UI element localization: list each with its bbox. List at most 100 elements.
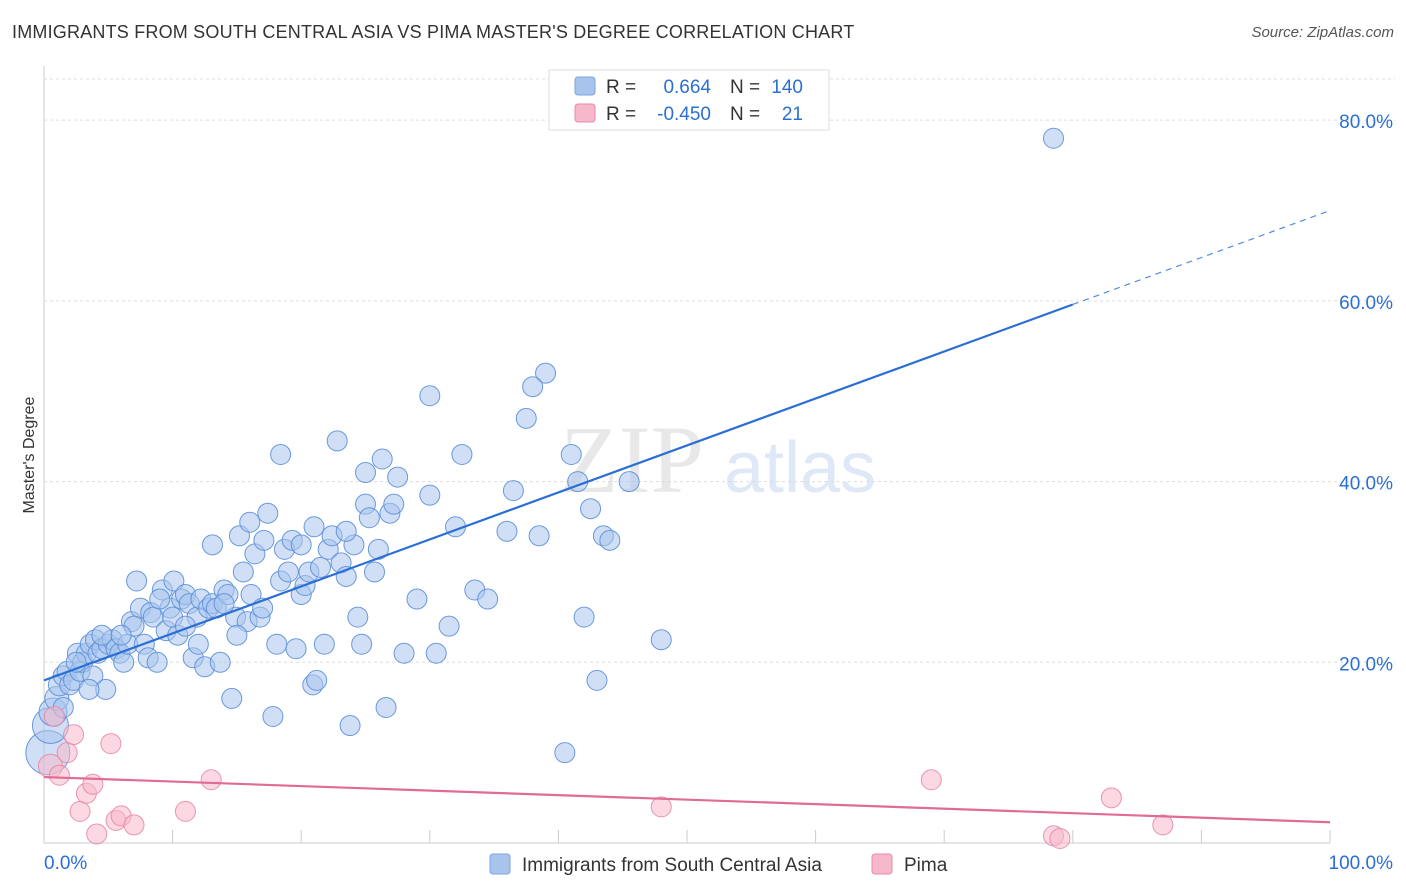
data-point-blue xyxy=(419,385,441,407)
data-point-blue xyxy=(277,561,299,583)
data-point-blue xyxy=(126,570,148,592)
legend-n-value: 21 xyxy=(782,104,803,125)
data-point-blue xyxy=(285,638,307,660)
series-legend-swatch-pink xyxy=(871,853,893,875)
data-point-blue xyxy=(232,561,254,583)
data-point-pink xyxy=(86,823,108,845)
series-legend-label-pink: Pima xyxy=(904,855,948,876)
data-point-pink xyxy=(69,800,91,822)
series-legend: Immigrants from South Central Asia Pima xyxy=(489,853,948,876)
data-point-blue xyxy=(309,556,331,578)
data-point-blue xyxy=(78,678,100,700)
data-point-blue xyxy=(113,651,135,673)
data-point-blue xyxy=(1043,127,1065,149)
data-point-blue xyxy=(257,502,279,524)
x-tick-label: 0.0% xyxy=(44,853,87,874)
data-point-blue xyxy=(580,498,602,520)
data-point-blue xyxy=(213,593,235,615)
data-point-pink xyxy=(43,706,65,728)
data-point-blue xyxy=(618,471,640,493)
data-point-blue xyxy=(355,462,376,484)
data-point-blue xyxy=(201,534,223,556)
data-point-blue xyxy=(586,669,608,691)
data-point-blue xyxy=(451,443,473,465)
data-point-blue xyxy=(528,525,550,547)
data-point-blue xyxy=(239,511,261,533)
data-point-pink xyxy=(1049,827,1071,849)
data-point-blue xyxy=(554,742,576,764)
data-point-blue xyxy=(335,520,357,542)
data-point-blue xyxy=(253,529,275,551)
legend-r-label: R = xyxy=(606,104,636,125)
data-point-blue xyxy=(560,443,582,465)
watermark-atlas: atlas xyxy=(724,428,876,508)
data-point-blue xyxy=(535,362,557,384)
watermark-zip: ZIP xyxy=(560,406,704,513)
y-tick-label: 80.0% xyxy=(1339,112,1393,133)
y-axis-label: Master's Degree xyxy=(21,396,38,513)
y-tick-label: 60.0% xyxy=(1339,293,1393,314)
source-label: Source: ZipAtlas.com xyxy=(1251,24,1394,41)
trend-line-pink xyxy=(43,775,1331,824)
data-point-pink xyxy=(650,796,672,818)
y-tick-label: 20.0% xyxy=(1339,654,1393,675)
trend-lines xyxy=(43,209,1331,824)
data-point-blue xyxy=(419,484,441,506)
data-point-blue xyxy=(187,633,209,655)
data-point-blue xyxy=(387,466,409,488)
data-point-pink xyxy=(1100,787,1122,809)
y-tick-label: 40.0% xyxy=(1339,474,1393,495)
data-point-blue xyxy=(599,529,621,551)
data-point-blue xyxy=(226,624,248,646)
data-point-blue xyxy=(496,520,518,542)
data-point-blue xyxy=(406,588,428,610)
legend-r-value: -0.450 xyxy=(657,104,711,125)
data-point-blue xyxy=(339,715,361,737)
data-point-blue xyxy=(326,430,348,452)
data-point-blue xyxy=(221,687,243,709)
legend-r-label: R = xyxy=(606,77,636,98)
data-point-pink xyxy=(174,800,196,822)
series-legend-swatch-blue xyxy=(489,853,511,875)
trend-line-extension xyxy=(1072,209,1331,306)
data-point-pink xyxy=(56,742,78,764)
data-point-blue xyxy=(209,651,231,673)
data-point-blue xyxy=(347,606,369,628)
tick-labels: 20.0% 40.0% 60.0% 80.0% 0.0% 100.0% xyxy=(44,112,1393,874)
data-point-pink xyxy=(200,769,222,791)
data-point-blue xyxy=(110,624,132,646)
data-point-blue xyxy=(375,696,397,718)
data-point-pink xyxy=(100,733,122,755)
data-point-blue xyxy=(303,516,325,538)
data-point-pink xyxy=(920,769,942,791)
data-point-blue xyxy=(262,706,284,728)
data-point-blue xyxy=(393,642,415,664)
data-point-blue xyxy=(364,561,386,583)
series-legend-label-blue: Immigrants from South Central Asia xyxy=(522,855,822,876)
legend-swatch-blue xyxy=(574,76,596,96)
data-point-blue xyxy=(351,633,373,655)
legend-swatch-pink xyxy=(574,103,596,123)
x-tick-label: 100.0% xyxy=(1329,853,1394,874)
stats-legend: R = 0.664 N = 140 R = -0.450 N = 21 xyxy=(548,69,830,131)
data-point-blue xyxy=(149,588,171,610)
data-point-blue xyxy=(502,480,524,502)
data-point-blue xyxy=(425,642,447,664)
data-point-pink xyxy=(123,814,145,836)
legend-n-value: 140 xyxy=(771,77,803,98)
data-point-blue xyxy=(146,651,168,673)
legend-r-value: 0.664 xyxy=(663,77,711,98)
data-point-pink xyxy=(82,773,104,795)
data-point-blue xyxy=(650,629,672,651)
legend-n-label: N = xyxy=(730,77,760,98)
data-point-blue xyxy=(270,443,292,465)
chart-title: IMMIGRANTS FROM SOUTH CENTRAL ASIA VS PI… xyxy=(12,22,855,42)
data-point-blue xyxy=(358,507,380,529)
legend-n-label: N = xyxy=(730,104,760,125)
data-point-pink xyxy=(1152,814,1174,836)
data-point-blue xyxy=(266,633,288,655)
data-point-pink xyxy=(63,724,85,746)
data-point-blue xyxy=(306,669,328,691)
data-point-blue xyxy=(163,570,185,592)
